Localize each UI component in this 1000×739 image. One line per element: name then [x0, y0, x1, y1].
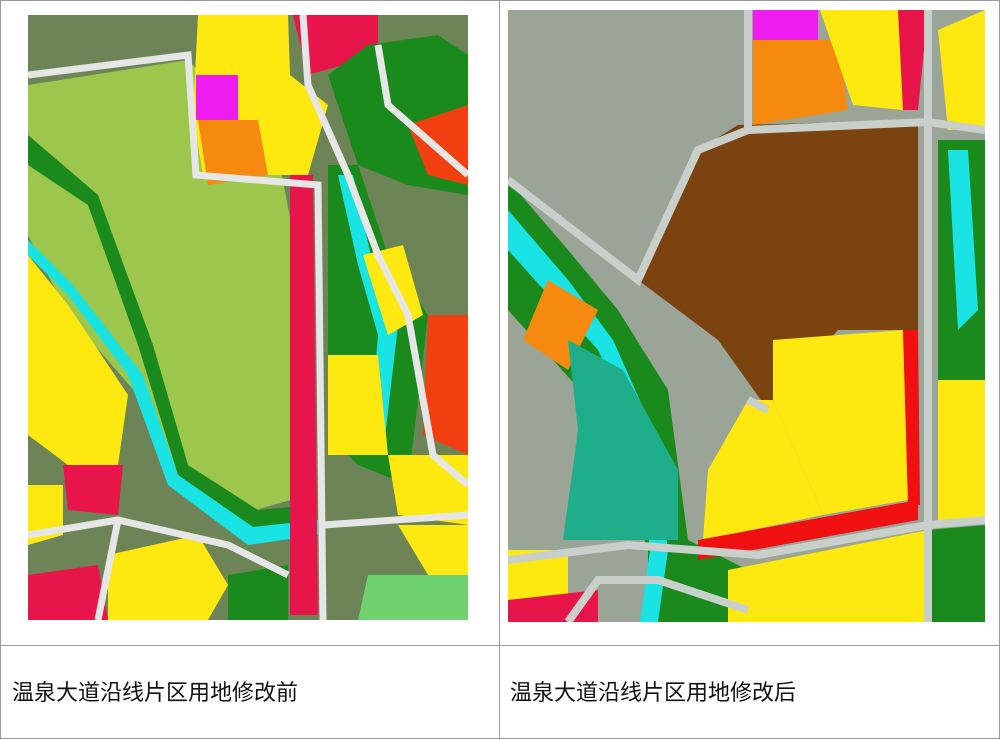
- caption: 温泉大道沿线片区用地修改后: [510, 681, 797, 706]
- caption: 温泉大道沿线片区用地修改前: [12, 681, 299, 706]
- map-after: [508, 10, 985, 622]
- map-before: [28, 15, 468, 620]
